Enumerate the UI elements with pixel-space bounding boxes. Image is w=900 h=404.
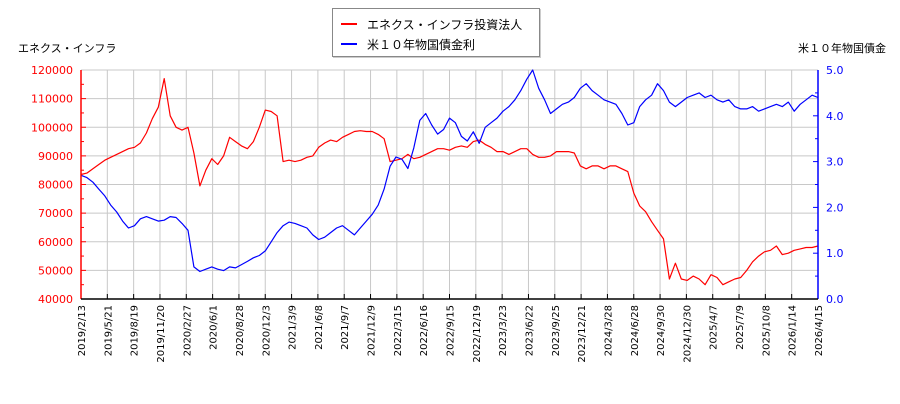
left-axis-tick-label: 120000 bbox=[31, 64, 73, 77]
x-axis-tick-label: 2025/7/9 bbox=[735, 305, 746, 350]
x-axis-tick-label: 2020/2/27 bbox=[182, 305, 193, 356]
left-axis-tick-label: 70000 bbox=[38, 207, 73, 220]
right-axis-tick-label: 3.0 bbox=[826, 156, 844, 169]
x-axis-tick-label: 2020/12/3 bbox=[261, 305, 272, 356]
left-axis-tick-label: 110000 bbox=[31, 93, 73, 106]
x-axis-tick-label: 2019/2/13 bbox=[77, 305, 88, 356]
right-axis-title: 米１０年物国債金 bbox=[798, 42, 886, 55]
left-axis-tick-label: 60000 bbox=[38, 236, 73, 249]
legend-item-enex: エネクス・インフラ投資法人 bbox=[341, 15, 522, 33]
x-axis-tick-label: 2022/6/16 bbox=[419, 305, 430, 356]
x-axis-tick-label: 2020/6/1 bbox=[209, 305, 220, 350]
x-axis-tick-label: 2019/8/19 bbox=[130, 305, 141, 356]
x-axis-tick-label: 2022/12/19 bbox=[472, 305, 483, 363]
left-axis-tick-label: 50000 bbox=[38, 264, 73, 277]
left-axis-tick-label: 100000 bbox=[31, 121, 73, 134]
x-axis-tick-label: 2023/6/22 bbox=[524, 305, 535, 356]
x-axis-tick-label: 2021/3/9 bbox=[288, 305, 299, 350]
right-axis-tick-label: 0.0 bbox=[826, 293, 844, 306]
right-axis-tick-label: 4.0 bbox=[826, 110, 844, 123]
x-axis-tick-label: 2024/12/30 bbox=[682, 305, 693, 363]
right-axis-tick-label: 1.0 bbox=[826, 247, 844, 260]
x-axis-tick-label: 2020/8/28 bbox=[235, 305, 246, 356]
legend-item-us10y: 米１０年物国債金利 bbox=[341, 35, 475, 53]
x-axis-tick-label: 2024/9/30 bbox=[656, 305, 667, 356]
x-axis-tick-label: 2026/1/14 bbox=[788, 305, 799, 356]
right-axis-tick-label: 2.0 bbox=[826, 201, 844, 214]
legend-label-us10y: 米１０年物国債金利 bbox=[367, 37, 476, 52]
x-axis-tick-label: 2019/11/20 bbox=[156, 305, 167, 363]
right-axis-tick-label: 5.0 bbox=[826, 64, 844, 77]
x-axis-tick-label: 2024/6/28 bbox=[630, 305, 641, 356]
chart-legend: エネクス・インフラ投資法人 米１０年物国債金利 bbox=[332, 8, 540, 57]
x-axis-tick-label: 2021/12/9 bbox=[367, 305, 378, 356]
x-axis-tick-label: 2024/3/28 bbox=[603, 305, 614, 356]
legend-swatch-blue bbox=[341, 43, 357, 45]
x-axis-tick-label: 2025/4/7 bbox=[709, 305, 720, 350]
x-axis-tick-label: 2019/5/21 bbox=[103, 305, 114, 356]
x-axis-tick-label: 2021/9/7 bbox=[340, 305, 351, 350]
x-axis-tick-label: 2023/3/23 bbox=[498, 305, 509, 356]
series-line-us10y bbox=[80, 69, 819, 273]
left-axis-title: エネクス・インフラ bbox=[18, 42, 117, 55]
series-line-enex bbox=[80, 77, 819, 286]
left-axis-tick-label: 40000 bbox=[38, 293, 73, 306]
x-axis-tick-label: 2022/9/15 bbox=[446, 305, 457, 356]
left-axis-tick-label: 80000 bbox=[38, 179, 73, 192]
x-axis-tick-label: 2021/6/8 bbox=[314, 305, 325, 350]
left-axis-tick-label: 90000 bbox=[38, 150, 73, 163]
x-axis-tick-label: 2026/4/15 bbox=[814, 305, 825, 356]
legend-label-enex: エネクス・インフラ投資法人 bbox=[367, 17, 523, 32]
x-axis-tick-label: 2023/9/25 bbox=[551, 305, 562, 356]
x-axis-tick-label: 2022/3/15 bbox=[393, 305, 404, 356]
legend-swatch-red bbox=[341, 23, 357, 25]
x-axis-tick-label: 2025/10/8 bbox=[761, 305, 772, 356]
x-axis-tick-label: 2023/12/21 bbox=[577, 305, 588, 363]
